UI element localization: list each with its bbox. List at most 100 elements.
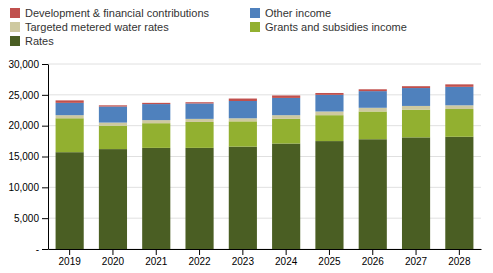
legend-swatch <box>10 22 20 32</box>
bar-segment <box>402 137 430 249</box>
tick-label: 2019 <box>59 256 82 267</box>
bar-segment <box>315 115 343 141</box>
tick-mark <box>42 218 48 219</box>
tick: 30,000 <box>8 59 48 70</box>
bar-segment <box>185 119 213 122</box>
tick-label: 20,000 <box>8 120 39 131</box>
tick-mark <box>416 249 417 255</box>
legend-label: Targeted metered water rates <box>25 21 169 33</box>
bar-segment <box>445 109 473 137</box>
tick-mark <box>42 64 48 65</box>
tick-mark <box>112 249 113 255</box>
bar-segment <box>229 101 257 118</box>
bar-segment <box>185 103 213 118</box>
legend-swatch <box>250 8 260 18</box>
tick-mark <box>42 249 48 250</box>
tick-label: 2024 <box>275 256 298 267</box>
legend-swatch <box>10 8 20 18</box>
bar-segment <box>142 120 170 123</box>
tick-mark <box>199 249 200 255</box>
tick: 5,000 <box>14 213 48 224</box>
legend-item: Grants and subsidies income <box>250 21 407 33</box>
tick-label: 2023 <box>232 256 255 267</box>
bar-segment <box>445 137 473 249</box>
bar-segment <box>99 107 127 123</box>
series <box>56 84 474 106</box>
tick-label: 2021 <box>145 256 168 267</box>
bar-segment <box>359 91 387 108</box>
tick-mark <box>372 249 373 255</box>
bar-segment <box>56 118 84 152</box>
bar-segment <box>272 144 300 249</box>
legend-swatch <box>250 22 260 32</box>
tick-label: 10,000 <box>8 182 39 193</box>
tick-label: 2020 <box>102 256 125 267</box>
tick: 2021 <box>145 249 168 267</box>
bar-segment <box>402 106 430 110</box>
tick: - <box>36 244 48 255</box>
legend-label: Other income <box>265 7 331 19</box>
bar-segment <box>185 102 213 103</box>
bar-segment <box>315 141 343 249</box>
bar-segment <box>142 148 170 249</box>
bar-segment <box>56 103 84 115</box>
bar-segment <box>56 152 84 249</box>
axis-line <box>48 65 49 250</box>
grid-line <box>48 64 481 65</box>
legend-item: Targeted metered water rates <box>10 21 169 33</box>
bar-segment <box>272 95 300 97</box>
tick: 15,000 <box>8 151 48 162</box>
tick-label: 2026 <box>362 256 385 267</box>
tick-mark <box>286 249 287 255</box>
legend-swatch <box>10 36 20 46</box>
bar-segment <box>359 89 387 91</box>
plot: 2019 2020 2021 2022 2023 2024 2025 2026 2027 2028… <box>8 59 481 267</box>
bar-segment <box>142 123 170 148</box>
tick-label: - <box>36 244 39 255</box>
legend-item: Rates <box>10 35 54 47</box>
bar-segment <box>272 119 300 144</box>
bar-segment <box>56 115 84 118</box>
tick-mark <box>42 95 48 96</box>
bars <box>56 84 474 249</box>
bar-segment <box>229 99 257 101</box>
tick-mark <box>242 249 243 255</box>
tick-label: 25,000 <box>8 90 39 101</box>
bar-segment <box>99 105 127 106</box>
bar-segment <box>445 87 473 106</box>
bar-segment <box>315 111 343 115</box>
tick-label: 15,000 <box>8 151 39 162</box>
bar-segment <box>359 111 387 139</box>
bar-segment <box>99 149 127 249</box>
bar-segment <box>359 108 387 112</box>
bar-segment <box>315 95 343 112</box>
bar-segment <box>229 118 257 121</box>
tick-label: 2028 <box>448 256 471 267</box>
legend-label: Rates <box>25 35 54 47</box>
bar-segment <box>272 98 300 115</box>
bar-segment <box>185 148 213 249</box>
tick-label: 30,000 <box>8 59 39 70</box>
tick: 2026 <box>362 249 385 267</box>
y-axis: - 5,000 10,000 15,000 20,000 25,000 30,000 <box>8 59 48 255</box>
tick-label: 5,000 <box>14 213 39 224</box>
legend-label: Development & financial contributions <box>25 7 210 19</box>
tick: 2028 <box>448 249 471 267</box>
x-axis: 2019 2020 2021 2022 2023 2024 2025 2026 2027 2028 <box>49 249 482 267</box>
tick: 2022 <box>188 249 211 267</box>
bar-segment <box>272 115 300 119</box>
bar-segment <box>315 93 343 95</box>
chart: 2019 2020 2021 2022 2023 2024 2025 2026 2027 2028… <box>0 0 493 273</box>
grid <box>48 64 481 249</box>
legend-item: Other income <box>250 7 331 19</box>
tick-label: 2027 <box>405 256 428 267</box>
bar-segment <box>402 86 430 88</box>
tick: 2025 <box>318 249 341 267</box>
bar-segment <box>402 88 430 106</box>
bar-segment <box>402 110 430 138</box>
tick: 20,000 <box>8 120 48 131</box>
bar-segment <box>445 84 473 86</box>
bar-segment <box>142 104 170 120</box>
legend-label: Grants and subsidies income <box>265 21 407 33</box>
tick-mark <box>42 126 48 127</box>
